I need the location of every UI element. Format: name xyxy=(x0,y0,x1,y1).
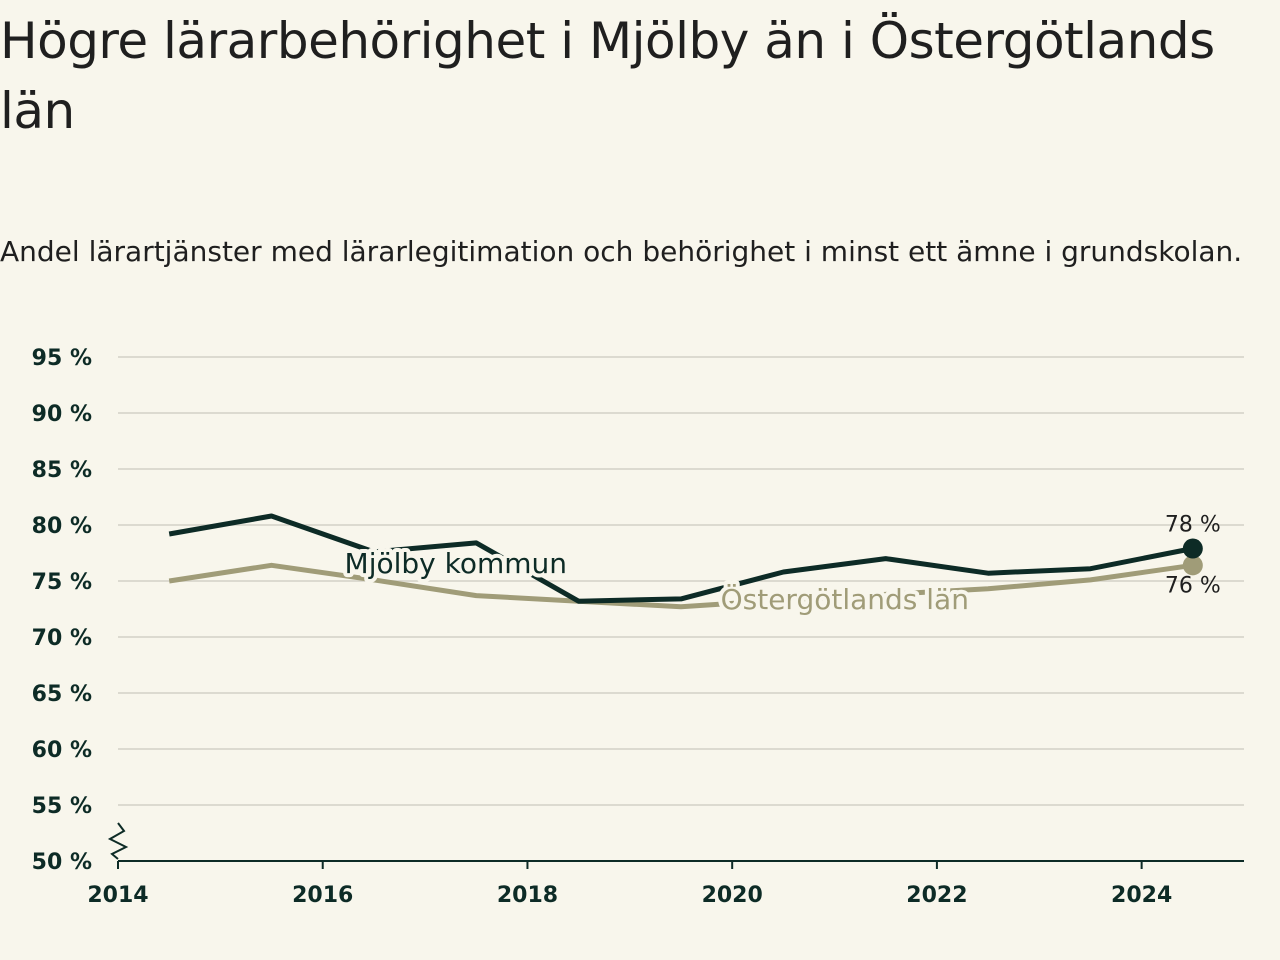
x-tick-label: 2020 xyxy=(702,883,763,908)
series-end-point xyxy=(1182,555,1203,576)
x-tick-label: 2024 xyxy=(1111,883,1172,908)
y-tick-label: 55 % xyxy=(32,794,92,819)
series-end-point xyxy=(1182,538,1203,559)
y-tick-label: 65 % xyxy=(32,682,92,707)
series-line xyxy=(168,562,1194,610)
y-tick-label: 50 % xyxy=(32,850,92,875)
y-tick-label: 60 % xyxy=(32,738,92,763)
series-name-label: Östergötlands län xyxy=(721,582,969,616)
chart-subtitle: Andel lärartjänster med lärarlegitimatio… xyxy=(0,235,1243,268)
series-line xyxy=(168,513,1194,604)
x-tick-label: 2022 xyxy=(906,883,967,908)
x-tick-label: 2014 xyxy=(87,883,148,908)
y-tick-label: 75 % xyxy=(32,570,92,595)
chart-title: Högre lärarbehörighet i Mjölby än i Öste… xyxy=(0,12,1215,140)
y-tick-label: 95 % xyxy=(32,346,92,371)
y-tick-label: 90 % xyxy=(32,402,92,427)
x-axis: 2014 2016 2018 2020 2022 2024 xyxy=(87,822,1244,908)
y-tick-label: 80 % xyxy=(32,514,92,539)
y-tick-label: 70 % xyxy=(32,626,92,651)
series-labels: Mjölby kommun Östergötlands län 78 % 76 % xyxy=(341,513,1221,620)
y-axis-ticks: 50 % 55 % 60 % 65 % 70 % 75 % 80 % 85 % 90 % 95 % xyxy=(32,346,92,875)
x-tick-label: 2018 xyxy=(497,883,558,908)
axis-break-icon xyxy=(107,822,129,860)
series-end-label: 78 % xyxy=(1165,513,1221,538)
series-lines xyxy=(168,513,1203,610)
series-end-label: 76 % xyxy=(1165,573,1221,598)
x-tick-label: 2016 xyxy=(292,883,353,908)
y-tick-label: 85 % xyxy=(32,458,92,483)
series-name-label: Mjölby kommun xyxy=(345,547,567,580)
